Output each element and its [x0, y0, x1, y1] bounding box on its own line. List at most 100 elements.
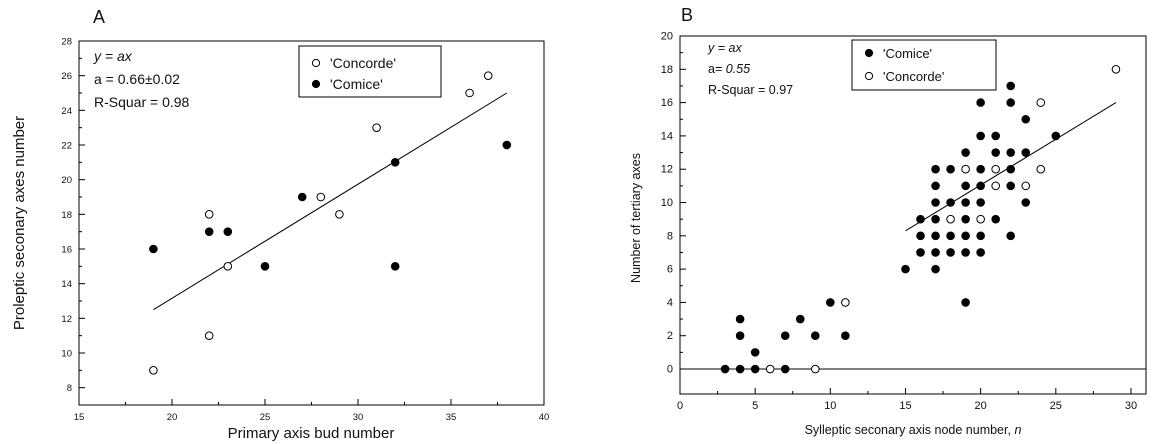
y-axis-b-tick-label: 10 [661, 197, 673, 209]
chart-b-point-0-17 [932, 182, 940, 190]
chart-b-point-0-10 [827, 299, 835, 307]
x-axis-a-tick-label: 20 [167, 412, 178, 423]
x-axis-b-tick-label: 10 [824, 400, 836, 412]
legend-marker-comice-a [312, 80, 319, 87]
chart-b-point-0-11 [842, 332, 850, 340]
chart-b-point-0-6 [781, 332, 789, 340]
chart-b-point-0-40 [977, 249, 985, 257]
y-axis-a-tick-label: 22 [61, 141, 72, 152]
chart-b-point-0-19 [932, 215, 940, 223]
chart-b-point-0-13 [917, 215, 925, 223]
chart-b-point-1-9 [1037, 99, 1045, 107]
legend-label-concorde-b: 'Concorde' [883, 69, 944, 84]
chart-b-point-0-33 [962, 299, 970, 307]
chart-b-point-0-48 [1007, 182, 1015, 190]
chart-b-point-0-50 [1022, 115, 1030, 123]
x-axis-b-tick-label: 25 [1050, 400, 1062, 412]
chart-a-point-0-3 [224, 263, 232, 271]
y-axis-a-tick-label: 16 [61, 245, 72, 256]
x-axis-a-tick-label: 35 [446, 412, 457, 423]
chart-b-point-0-20 [932, 232, 940, 240]
chart-b-point-1-10 [1037, 165, 1045, 173]
chart-a-point-0-8 [484, 72, 492, 80]
x-axis-b-tick-label: 5 [752, 400, 758, 412]
chart-a-point-0-2 [205, 332, 213, 340]
chart-a-point-1-3 [261, 263, 269, 271]
legend-marker-comice-b [865, 49, 872, 56]
x-axis-ticks-a: 15 20 25 30 35 40 [74, 399, 550, 423]
x-axis-a-tick-label: 15 [74, 412, 85, 423]
chart-a-point-1-5 [391, 159, 399, 167]
chart-b-point-0-3 [736, 365, 744, 373]
chart-b-point-0-9 [811, 332, 819, 340]
chart-b-point-0-27 [962, 149, 970, 157]
chart-a-point-1-0 [150, 245, 158, 253]
chart-b-point-1-11 [1112, 66, 1120, 74]
y-axis-a-tick-label: 18 [61, 210, 72, 221]
chart-b-point-0-7 [781, 365, 789, 373]
chart-a-point-0-6 [373, 124, 381, 132]
annotation-slope-b-main: a= [708, 62, 726, 76]
chart-a-point-0-4 [317, 193, 325, 201]
y-axis-title-a: Proleptic seconary axes number [11, 116, 28, 330]
y-axis-a-tick-label: 28 [61, 37, 72, 48]
chart-a-point-1-6 [391, 263, 399, 271]
y-axis-b-tick-label: 18 [661, 64, 673, 76]
chart-b-point-0-16 [932, 165, 940, 173]
x-axis-title-b: Sylleptic seconary axis node number, n [805, 423, 1022, 437]
y-axis-b-tick-label: 12 [661, 164, 673, 176]
legend-b: 'Comice' 'Concorde' [852, 40, 996, 90]
y-axis-b-tick-label: 14 [661, 130, 673, 142]
chart-b-point-1-6 [992, 165, 1000, 173]
chart-b-point-0-18 [932, 199, 940, 207]
chart-b-point-0-29 [962, 199, 970, 207]
annotation-slope-a: a = 0.66±0.02 [94, 71, 180, 87]
chart-b-point-0-42 [992, 149, 1000, 157]
x-axis-title-main-b: Sylleptic seconary axis node number, [805, 423, 1015, 437]
chart-b-point-0-21 [932, 249, 940, 257]
chart-a-point-0-0 [150, 367, 158, 375]
x-axis-a-tick-label: 25 [260, 412, 271, 423]
y-axis-a-tick-label: 24 [61, 106, 72, 117]
annotation-r2-b: R-Squar = 0.97 [708, 83, 793, 97]
annotation-r2-a: R-Squar = 0.98 [94, 94, 190, 110]
chart-b-point-0-1 [736, 315, 744, 323]
chart-a-point-1-4 [298, 193, 306, 201]
chart-b-point-0-35 [977, 132, 985, 140]
chart-b-point-0-39 [977, 232, 985, 240]
chart-b-point-1-1 [811, 365, 819, 373]
points-b [721, 66, 1119, 373]
y-axis-title-b: Number of tertiary axes [629, 153, 643, 283]
chart-a-point-1-2 [224, 228, 232, 236]
chart-b-point-1-5 [977, 215, 985, 223]
y-axis-b-tick-label: 20 [661, 31, 673, 43]
x-axis-a-tick-label: 40 [539, 412, 550, 423]
chart-b-point-0-31 [962, 232, 970, 240]
chart-a-point-0-1 [205, 211, 213, 219]
annotation-equation-a: y = ax [93, 48, 133, 64]
chart-b-point-1-0 [766, 365, 774, 373]
chart-b-point-0-47 [1007, 165, 1015, 173]
chart-b-point-0-8 [796, 315, 804, 323]
legend-marker-concorde-a [312, 59, 319, 66]
y-axis-b-tick-label: 8 [667, 230, 673, 242]
chart-b-point-1-3 [947, 215, 955, 223]
x-axis-title-var-b: n [1014, 423, 1021, 437]
chart-panel-a: A 15 20 25 30 35 40 8 10 12 14 16 18 20 22 24 26 28 Pri… [11, 7, 549, 442]
y-axis-a-tick-label: 12 [61, 314, 72, 325]
chart-b-point-1-8 [1022, 182, 1030, 190]
y-axis-a-tick-label: 8 [67, 383, 72, 394]
chart-b-point-1-2 [842, 299, 850, 307]
y-axis-a-tick-label: 14 [61, 279, 72, 290]
chart-b-point-0-12 [902, 265, 910, 273]
chart-b-point-0-44 [1007, 82, 1015, 90]
chart-b-point-0-43 [992, 215, 1000, 223]
x-axis-ticks-b: 0 5 10 15 20 25 30 [677, 388, 1137, 412]
y-axis-a-tick-label: 26 [61, 71, 72, 82]
chart-a-point-1-1 [205, 228, 213, 236]
chart-b-point-0-24 [947, 199, 955, 207]
chart-b-point-0-23 [947, 165, 955, 173]
chart-b-point-0-49 [1007, 232, 1015, 240]
fit-line-a [153, 93, 506, 310]
